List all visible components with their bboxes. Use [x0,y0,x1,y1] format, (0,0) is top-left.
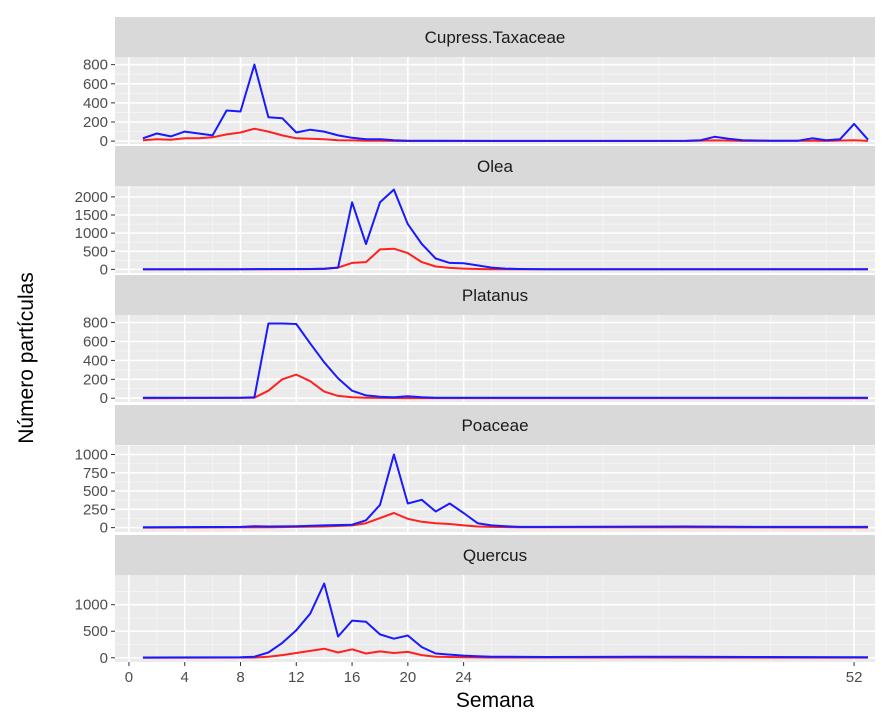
x-tick-label: 16 [344,669,361,686]
x-tick-label: 24 [455,669,472,686]
y-tick-label: 800 [83,57,108,74]
y-tick-label: 400 [83,95,108,112]
series-line-red [142,373,869,400]
y-tick-label: 2000 [75,189,108,206]
y-tick-label: 400 [83,352,108,369]
facet-strip-label: Quercus [463,546,527,565]
y-tick-label: 750 [83,465,108,482]
facet-panel: Quercus 0 500 1000 [75,535,875,667]
series-line-blue [142,63,869,142]
panel-background [115,57,875,144]
y-tick-label: 200 [83,371,108,388]
x-tick-label: 52 [846,669,863,686]
series-line-red [142,127,869,142]
facet-strip-label: Cupress.Taxaceae [425,28,566,47]
panel-background [115,186,875,273]
y-tick-label: 1000 [75,597,108,614]
y-tick-label: 1000 [75,225,108,242]
y-tick-label: 0 [100,261,108,278]
series-line-blue [142,582,869,659]
panel-background [115,445,875,532]
y-tick-label: 500 [83,623,108,640]
y-tick-label: 600 [83,76,108,93]
facet-strip [115,146,875,186]
facet-strip-label: Platanus [462,286,528,305]
y-tick-label: 0 [100,390,108,407]
facet-panel: Cupress.Taxaceae 0 200 400 600 800 [83,17,875,150]
facet-strip-label: Olea [477,157,513,176]
y-tick-label: 0 [100,520,108,537]
x-tick-label: 12 [288,669,305,686]
facet-strip [115,17,875,57]
facet-strip-label: Poaceae [461,416,528,435]
x-axis: 0 4 8 12 16 20 24 52 [125,662,863,686]
series-line-red [142,647,869,659]
x-tick-label: 8 [236,669,244,686]
chart-panels: Cupress.Taxaceae0200400600800Olea0500100… [75,17,875,667]
facet-strip [115,535,875,575]
x-axis-title: Semana [456,689,535,712]
series-line-blue [142,188,868,271]
y-tick-label: 1000 [75,447,108,464]
y-axis-title: Número partículas [15,272,38,444]
series-line-blue [142,453,868,529]
y-tick-label: 0 [100,650,108,667]
y-tick-label: 500 [83,483,108,500]
y-tick-label: 800 [83,315,108,332]
facet-strip [115,275,875,315]
y-tick-label: 500 [83,243,108,260]
y-tick-label: 0 [100,133,108,150]
y-tick-label: 600 [83,333,108,350]
panel-background [115,575,875,662]
x-tick-label: 20 [400,669,417,686]
y-tick-label: 250 [83,501,108,518]
x-tick-label: 0 [125,669,133,686]
series-line-blue [142,322,868,399]
y-tick-label: 1500 [75,207,108,224]
panel-background [115,315,875,402]
y-tick-label: 200 [83,114,108,131]
x-tick-label: 4 [181,669,189,686]
facet-strip [115,405,875,445]
